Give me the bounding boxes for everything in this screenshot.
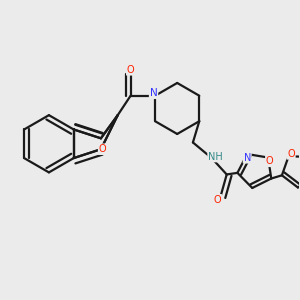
Text: N: N bbox=[244, 153, 251, 163]
Text: O: O bbox=[214, 195, 221, 205]
Text: NH: NH bbox=[208, 152, 223, 162]
Text: N: N bbox=[150, 88, 158, 98]
Text: O: O bbox=[266, 156, 274, 166]
Text: O: O bbox=[127, 65, 134, 75]
Text: O: O bbox=[287, 149, 295, 159]
Text: O: O bbox=[99, 144, 106, 154]
